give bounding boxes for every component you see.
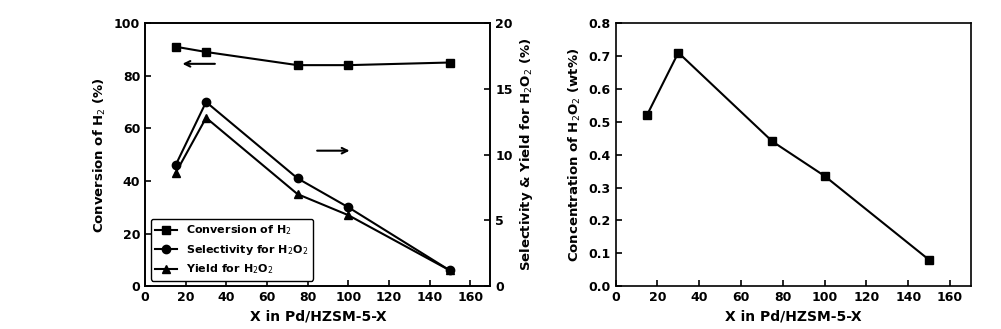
Yield for H$_2$O$_2$ [291, 192, 303, 196]
Y-axis label: Selectivity & Yield for H$_2$O$_2$ (%): Selectivity & Yield for H$_2$O$_2$ (%) [519, 38, 536, 271]
Yield for H$_2$O$_2$ [443, 268, 455, 272]
Conversion of H$_2$ [291, 63, 303, 67]
Conversion of H$_2$ [200, 50, 212, 54]
X-axis label: X in Pd/HZSM-5-X: X in Pd/HZSM-5-X [725, 310, 862, 324]
Conversion of H$_2$ [443, 61, 455, 64]
Selectivity for H$_2$O$_2$ [291, 176, 303, 180]
Conversion of H$_2$ [169, 45, 181, 49]
Conversion of H$_2$ [342, 63, 354, 67]
Legend: Conversion of H$_2$, Selectivity for H$_2$O$_2$, Yield for H$_2$O$_2$: Conversion of H$_2$, Selectivity for H$_… [151, 219, 313, 281]
Selectivity for H$_2$O$_2$ [342, 205, 354, 209]
Selectivity for H$_2$O$_2$ [200, 100, 212, 104]
Y-axis label: Conversion of H$_2$ (%): Conversion of H$_2$ (%) [92, 77, 108, 233]
Selectivity for H$_2$O$_2$ [443, 268, 455, 272]
Line: Selectivity for H$_2$O$_2$: Selectivity for H$_2$O$_2$ [171, 98, 454, 275]
X-axis label: X in Pd/HZSM-5-X: X in Pd/HZSM-5-X [249, 310, 386, 324]
Yield for H$_2$O$_2$ [169, 171, 181, 175]
Yield for H$_2$O$_2$ [200, 116, 212, 120]
Y-axis label: Concentration of H$_2$O$_2$ (wt%): Concentration of H$_2$O$_2$ (wt%) [567, 47, 583, 262]
Line: Yield for H$_2$O$_2$: Yield for H$_2$O$_2$ [171, 114, 454, 275]
Selectivity for H$_2$O$_2$ [169, 163, 181, 167]
Line: Conversion of H$_2$: Conversion of H$_2$ [171, 42, 454, 69]
Yield for H$_2$O$_2$ [342, 213, 354, 217]
